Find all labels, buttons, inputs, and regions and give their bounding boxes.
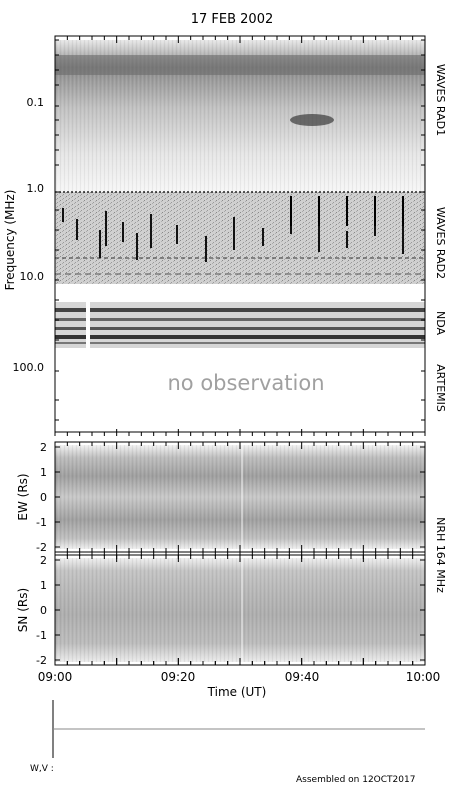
rad2-burst	[374, 196, 376, 226]
ew-y-tick-label: -2	[36, 541, 47, 554]
x-tick-label-0900: 09:00	[38, 670, 73, 684]
x-tick-label-0920: 09:20	[161, 670, 196, 684]
rad2-burst	[402, 223, 404, 254]
instrument-label-waves-rad2: WAVES RAD2	[434, 207, 447, 279]
rad2-burst	[402, 196, 404, 226]
sn-axis-label: SN (Rs)	[16, 588, 30, 632]
rad2-burst	[290, 196, 292, 226]
rad2-burst	[346, 231, 348, 248]
chart-title: 17 FEB 2002	[191, 12, 274, 27]
radio-spectrogram-panel: no observation	[54, 35, 426, 433]
sn-y-tick-label: -2	[36, 654, 47, 667]
rad2-burst	[150, 214, 152, 248]
time-axis-label: Time (UT)	[207, 685, 267, 699]
nda-gap	[86, 302, 90, 348]
rad1-burst-band	[55, 55, 425, 75]
x-tick-label-0940: 09:40	[285, 670, 320, 684]
rad2-bursts	[62, 196, 404, 262]
y-tick-label-0.1: 0.1	[27, 96, 45, 109]
rad2-burst	[76, 219, 78, 240]
ew-axis-label: EW (Rs)	[16, 473, 30, 520]
rad1-burst-blob	[290, 114, 334, 126]
sn-y-tick-label: -1	[36, 629, 47, 642]
rad2-burst	[105, 211, 107, 246]
nrh-ew-panel: 2 1 0 -1 -2 EW (Rs)	[16, 441, 426, 554]
instrument-label-nda: NDA	[434, 311, 447, 336]
ew-y-tick-label: 2	[40, 441, 47, 454]
y-tick-label-1.0: 1.0	[27, 182, 45, 195]
rad2-burst	[233, 217, 235, 250]
y-tick-label-10.0: 10.0	[20, 270, 45, 283]
ew-y-tick-label: 1	[40, 466, 47, 479]
rad2-burst	[346, 196, 348, 226]
wv-panel: W,V : Assembled on 12OCT2017	[30, 700, 425, 785]
rad2-burst	[262, 228, 264, 246]
rad2-burst	[318, 220, 320, 252]
rad2-burst	[176, 225, 178, 244]
rad2-band	[55, 192, 425, 284]
instrument-label-artemis: ARTEMIS	[434, 364, 447, 412]
x-tick-label-1000: 10:00	[406, 670, 441, 684]
time-axis: 09:00 09:20 09:40 10:00 Time (UT)	[38, 36, 441, 699]
sn-y-tick-label: 0	[40, 604, 47, 617]
ew-y-tick-label: 0	[40, 491, 47, 504]
rad2-burst	[99, 230, 101, 258]
ew-y-tick-label: -1	[36, 516, 47, 529]
sn-y-tick-label: 2	[40, 554, 47, 567]
spectrogram-y-axis: 0.1 1.0 10.0 100.0 Frequency (MHz)	[3, 39, 425, 421]
rad2-burst	[205, 236, 207, 262]
rad2-burst	[62, 208, 64, 222]
nrh-sn-panel: 2 1 0 -1 -2 SN (Rs)	[16, 554, 426, 667]
instrument-label-waves-rad1: WAVES RAD1	[434, 64, 447, 136]
wv-label: W,V :	[30, 764, 54, 774]
nrh-label: NRH 164 MHz	[434, 517, 447, 593]
instrument-labels: WAVES RAD1 WAVES RAD2 NDA ARTEMIS NRH 16…	[434, 64, 447, 593]
rad2-burst	[136, 233, 138, 260]
frequency-axis-label: Frequency (MHz)	[3, 190, 17, 291]
no-observation-label: no observation	[167, 371, 324, 395]
assembled-note: Assembled on 12OCT2017	[296, 775, 415, 785]
rad2-burst	[122, 222, 124, 242]
y-tick-label-100.0: 100.0	[13, 361, 45, 374]
rad2-burst	[318, 196, 320, 226]
sn-y-tick-label: 1	[40, 579, 47, 592]
